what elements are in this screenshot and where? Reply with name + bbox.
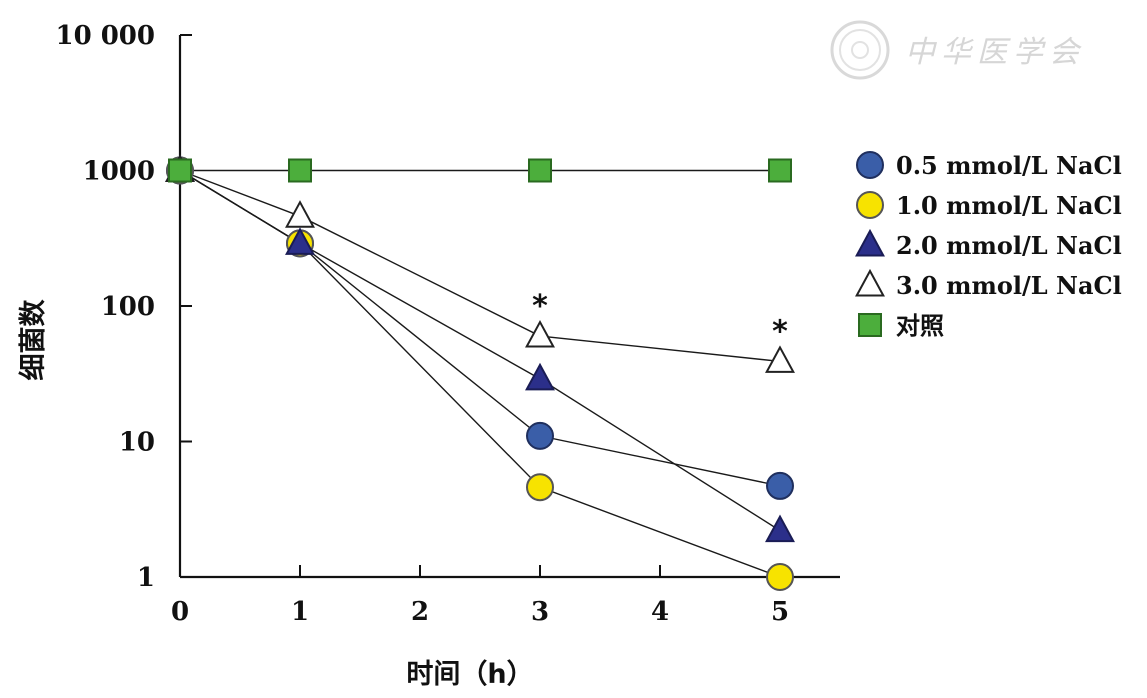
series-line-3 [179, 169, 781, 363]
data-point-s4-2 [528, 158, 552, 183]
y-tick-label: 100 [101, 292, 155, 322]
legend-marker-1 [856, 191, 884, 219]
legend-label: 3.0 mmol/L NaCl [896, 271, 1122, 300]
series-line-0 [179, 169, 781, 487]
legend-marker-0 [856, 151, 884, 179]
data-point-s4-3 [768, 158, 792, 183]
legend-label: 0.5 mmol/L NaCl [896, 151, 1122, 180]
x-tick-label: 0 [171, 597, 189, 627]
significance-annotation: * [532, 289, 548, 324]
series-line-1 [179, 169, 781, 578]
series-line-2 [179, 169, 781, 532]
data-point-s0-3 [766, 471, 794, 500]
series-layer: ** [165, 154, 795, 591]
x-tick-label: 3 [531, 597, 549, 627]
x-tick-label: 2 [411, 597, 429, 627]
data-point-s2-3 [765, 514, 795, 543]
data-point-s3-3 [765, 345, 795, 373]
x-tick-label: 1 [291, 597, 309, 627]
legend-marker-3 [855, 268, 885, 297]
y-tick-label: 1 [137, 563, 155, 593]
y-tick-label: 10 000 [55, 21, 155, 51]
significance-annotation: * [772, 314, 788, 349]
y-tick-label: 1000 [83, 157, 155, 187]
legend-label: 1.0 mmol/L NaCl [896, 191, 1122, 220]
data-point-s1-2 [526, 473, 554, 502]
legend-label: 对照 [896, 311, 944, 340]
legend: 0.5 mmol/L NaCl 1.0 mmol/L NaCl 2.0 mmol/L… [855, 151, 1122, 340]
seal-logo-icon [830, 20, 890, 80]
x-tick-label: 5 [771, 597, 789, 627]
data-point-s0-2 [526, 421, 554, 450]
x-axis-title: 时间（h） [406, 659, 533, 690]
legend-marker-2 [855, 228, 885, 257]
data-point-s2-2 [525, 362, 555, 391]
data-point-s4-0 [168, 158, 192, 183]
data-point-s4-1 [288, 158, 312, 183]
data-point-s2-1 [285, 227, 315, 255]
y-tick-label: 10 [119, 428, 155, 458]
data-point-s1-3 [766, 563, 794, 591]
x-tick-label: 4 [651, 597, 669, 627]
watermark-text: 中华医学会 [905, 35, 1085, 70]
legend-marker-4 [858, 313, 882, 337]
data-point-s3-1 [285, 200, 315, 228]
y-axis-title: 细菌数 [17, 299, 49, 381]
legend-label: 2.0 mmol/L NaCl [896, 231, 1122, 260]
data-point-s3-2 [525, 319, 555, 348]
watermark: 中华医学会 [830, 20, 1085, 80]
